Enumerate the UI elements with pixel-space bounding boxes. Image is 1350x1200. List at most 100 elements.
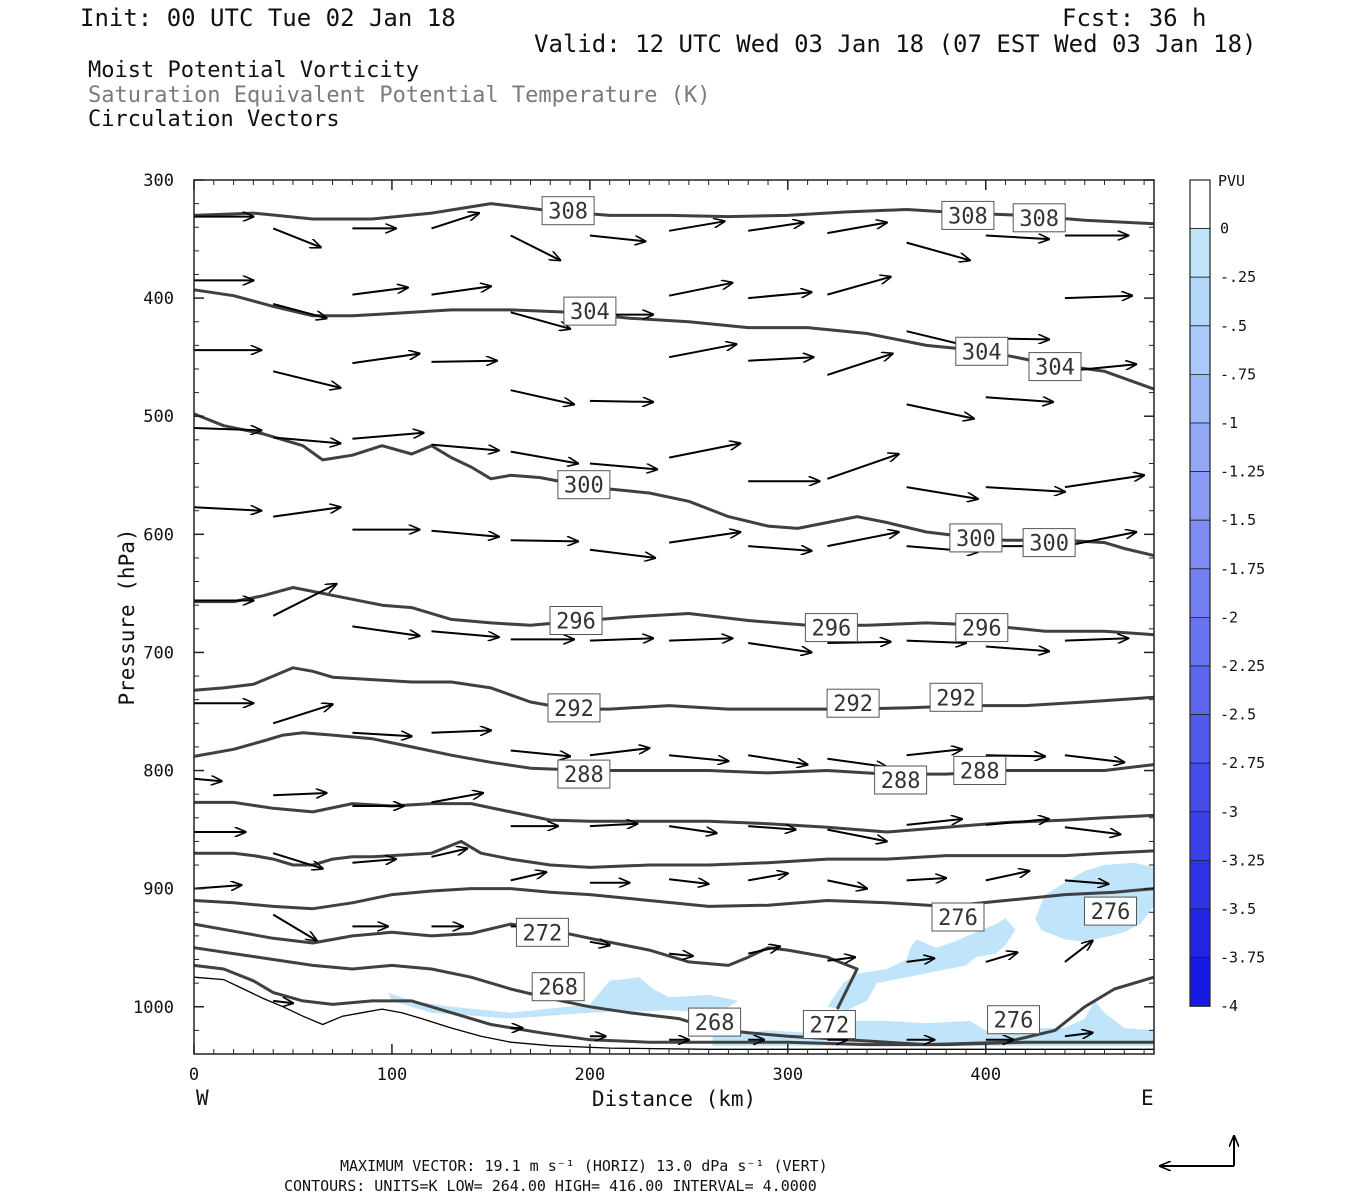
contour-label-box: [802, 1010, 856, 1039]
vector-arrow: [589, 548, 655, 558]
colorbar-bin: [1189, 811, 1211, 861]
y-tick-label: 500: [143, 407, 174, 427]
contour-label: 308: [541, 196, 595, 226]
vector-arrow: [273, 507, 340, 518]
vector-arrow: [273, 436, 340, 444]
vector-arrow: [510, 872, 547, 882]
vector-arrow: [669, 638, 732, 640]
y-tick-label: 600: [143, 525, 174, 545]
mpv-region-1: [827, 918, 1016, 1011]
colorbar-bin: [1189, 665, 1211, 715]
contour-label: 296: [549, 606, 603, 635]
contour-label-text: 296: [962, 617, 1002, 642]
colorbar-tick-label: -3.25: [1220, 851, 1265, 869]
contour-info: CONTOURS: UNITS=K LOW= 264.00 HIGH= 416.…: [284, 1177, 817, 1195]
x-tick-label: 300: [772, 1065, 803, 1085]
contour-label-box: [955, 613, 1009, 643]
vector-arrow: [589, 234, 645, 242]
colorbar-tick-label: 0: [1220, 220, 1229, 238]
contour-label-box: [987, 1005, 1040, 1035]
colorbar-frame: [1189, 179, 1211, 1007]
contour-labels: 308 308 308 304 304 304 300 300 300 296 296 296 292 2…: [515, 196, 1137, 1039]
vector-arrow: [589, 638, 653, 640]
vector-arrow: [352, 288, 407, 296]
contour-label: 272: [802, 1010, 856, 1039]
vector-arrow: [431, 630, 499, 637]
vector-arrow: [985, 755, 1045, 756]
colorbar-tick-label: -1.25: [1220, 463, 1265, 481]
contour-label-text: 268: [695, 1011, 735, 1036]
contour-label-box: [1084, 896, 1137, 926]
vector-arrow: [985, 397, 1053, 402]
max-vector-note: MAXIMUM VECTOR: 19.1 m s⁻¹ (HORIZ) 13.0 …: [340, 1157, 828, 1175]
contour-label-box: [688, 1007, 742, 1037]
colorbar-unit: PVU: [1218, 172, 1245, 190]
vector-arrow: [272, 584, 336, 617]
contour-label: 276: [987, 1005, 1040, 1035]
vector-arrow: [589, 401, 653, 402]
vector-arrow: [668, 954, 693, 956]
west-label: W: [196, 1086, 209, 1110]
colorbar-tick-label: -2: [1220, 608, 1238, 626]
y-tick-label: 300: [143, 171, 174, 191]
colorbar-tick-label: -.75: [1220, 365, 1256, 383]
contour-label-box: [826, 688, 880, 718]
vector-arrow: [985, 952, 1018, 963]
contour-label: 300: [1022, 528, 1076, 558]
colorbar-tick-label: -4: [1220, 997, 1238, 1015]
contour-label-text: 272: [523, 921, 563, 946]
y-tick-label: 400: [143, 289, 174, 309]
contour-label-text: 276: [1091, 900, 1131, 925]
colorbar-tick-label: -2.75: [1220, 754, 1265, 772]
colorbar-tick-label: -1: [1220, 414, 1238, 432]
contour-label-text: 292: [833, 692, 873, 717]
vector-arrow: [272, 227, 321, 247]
vector-arrow: [510, 540, 578, 541]
terrain: [193, 976, 1154, 1050]
contour-label-box: [874, 765, 928, 795]
contour-label: 288: [874, 765, 928, 795]
colorbar-tick-label: -2.5: [1220, 706, 1256, 724]
vector-arrow: [272, 913, 317, 941]
terrain-line: [193, 976, 1154, 1050]
colorbar-bin: [1189, 276, 1211, 327]
contour-label: 292: [826, 688, 880, 718]
vector-arrow: [985, 486, 1065, 492]
contour-label-text: 296: [812, 617, 852, 642]
vector-arrow: [668, 443, 740, 459]
vector-arrow: [510, 234, 561, 261]
contour-label-text: 268: [538, 976, 578, 1001]
vector-arrow: [748, 223, 803, 232]
contour-label-box: [549, 606, 603, 635]
contour-label-box: [955, 336, 1009, 366]
vector-arrow: [748, 754, 807, 764]
y-tick-label: 800: [143, 762, 174, 782]
init-time: Init: 00 UTC Tue 02 Jan 18: [80, 4, 456, 32]
axes: 300 400 500 600 700 800 900 1000 0 100 200 300 400: [133, 171, 1154, 1085]
contour-label-text: 296: [556, 610, 596, 635]
field-title-theta-es: Saturation Equivalent Potential Temperat…: [88, 83, 711, 108]
vector-arrow: [431, 730, 491, 732]
contour-292: [193, 666, 1155, 711]
vector-arrow: [272, 852, 323, 868]
contour-label-text: 272: [810, 1014, 850, 1039]
vector-arrow: [827, 454, 898, 480]
contour-label-text: 292: [936, 686, 976, 711]
vector-arrow: [431, 793, 484, 804]
vector-arrow: [1064, 475, 1144, 489]
colorbar-tick-label: -3: [1220, 803, 1238, 821]
vector-arrow: [827, 879, 867, 888]
contour-label: 276: [1084, 896, 1137, 926]
vector-arrow: [748, 357, 813, 361]
contour-label-box: [547, 693, 601, 723]
colorbar-tick-label: -1.75: [1220, 560, 1265, 578]
contour-label-box: [1022, 528, 1076, 558]
vector-arrow: [1064, 826, 1121, 834]
contour-label-box: [1028, 352, 1082, 382]
vector-arrow: [510, 749, 570, 757]
contour-label-text: 276: [938, 906, 978, 931]
vector-arrow: [985, 819, 1049, 826]
contour-label-box: [953, 756, 1007, 785]
vector-arrow: [510, 450, 578, 464]
vector-arrow: [431, 443, 499, 451]
